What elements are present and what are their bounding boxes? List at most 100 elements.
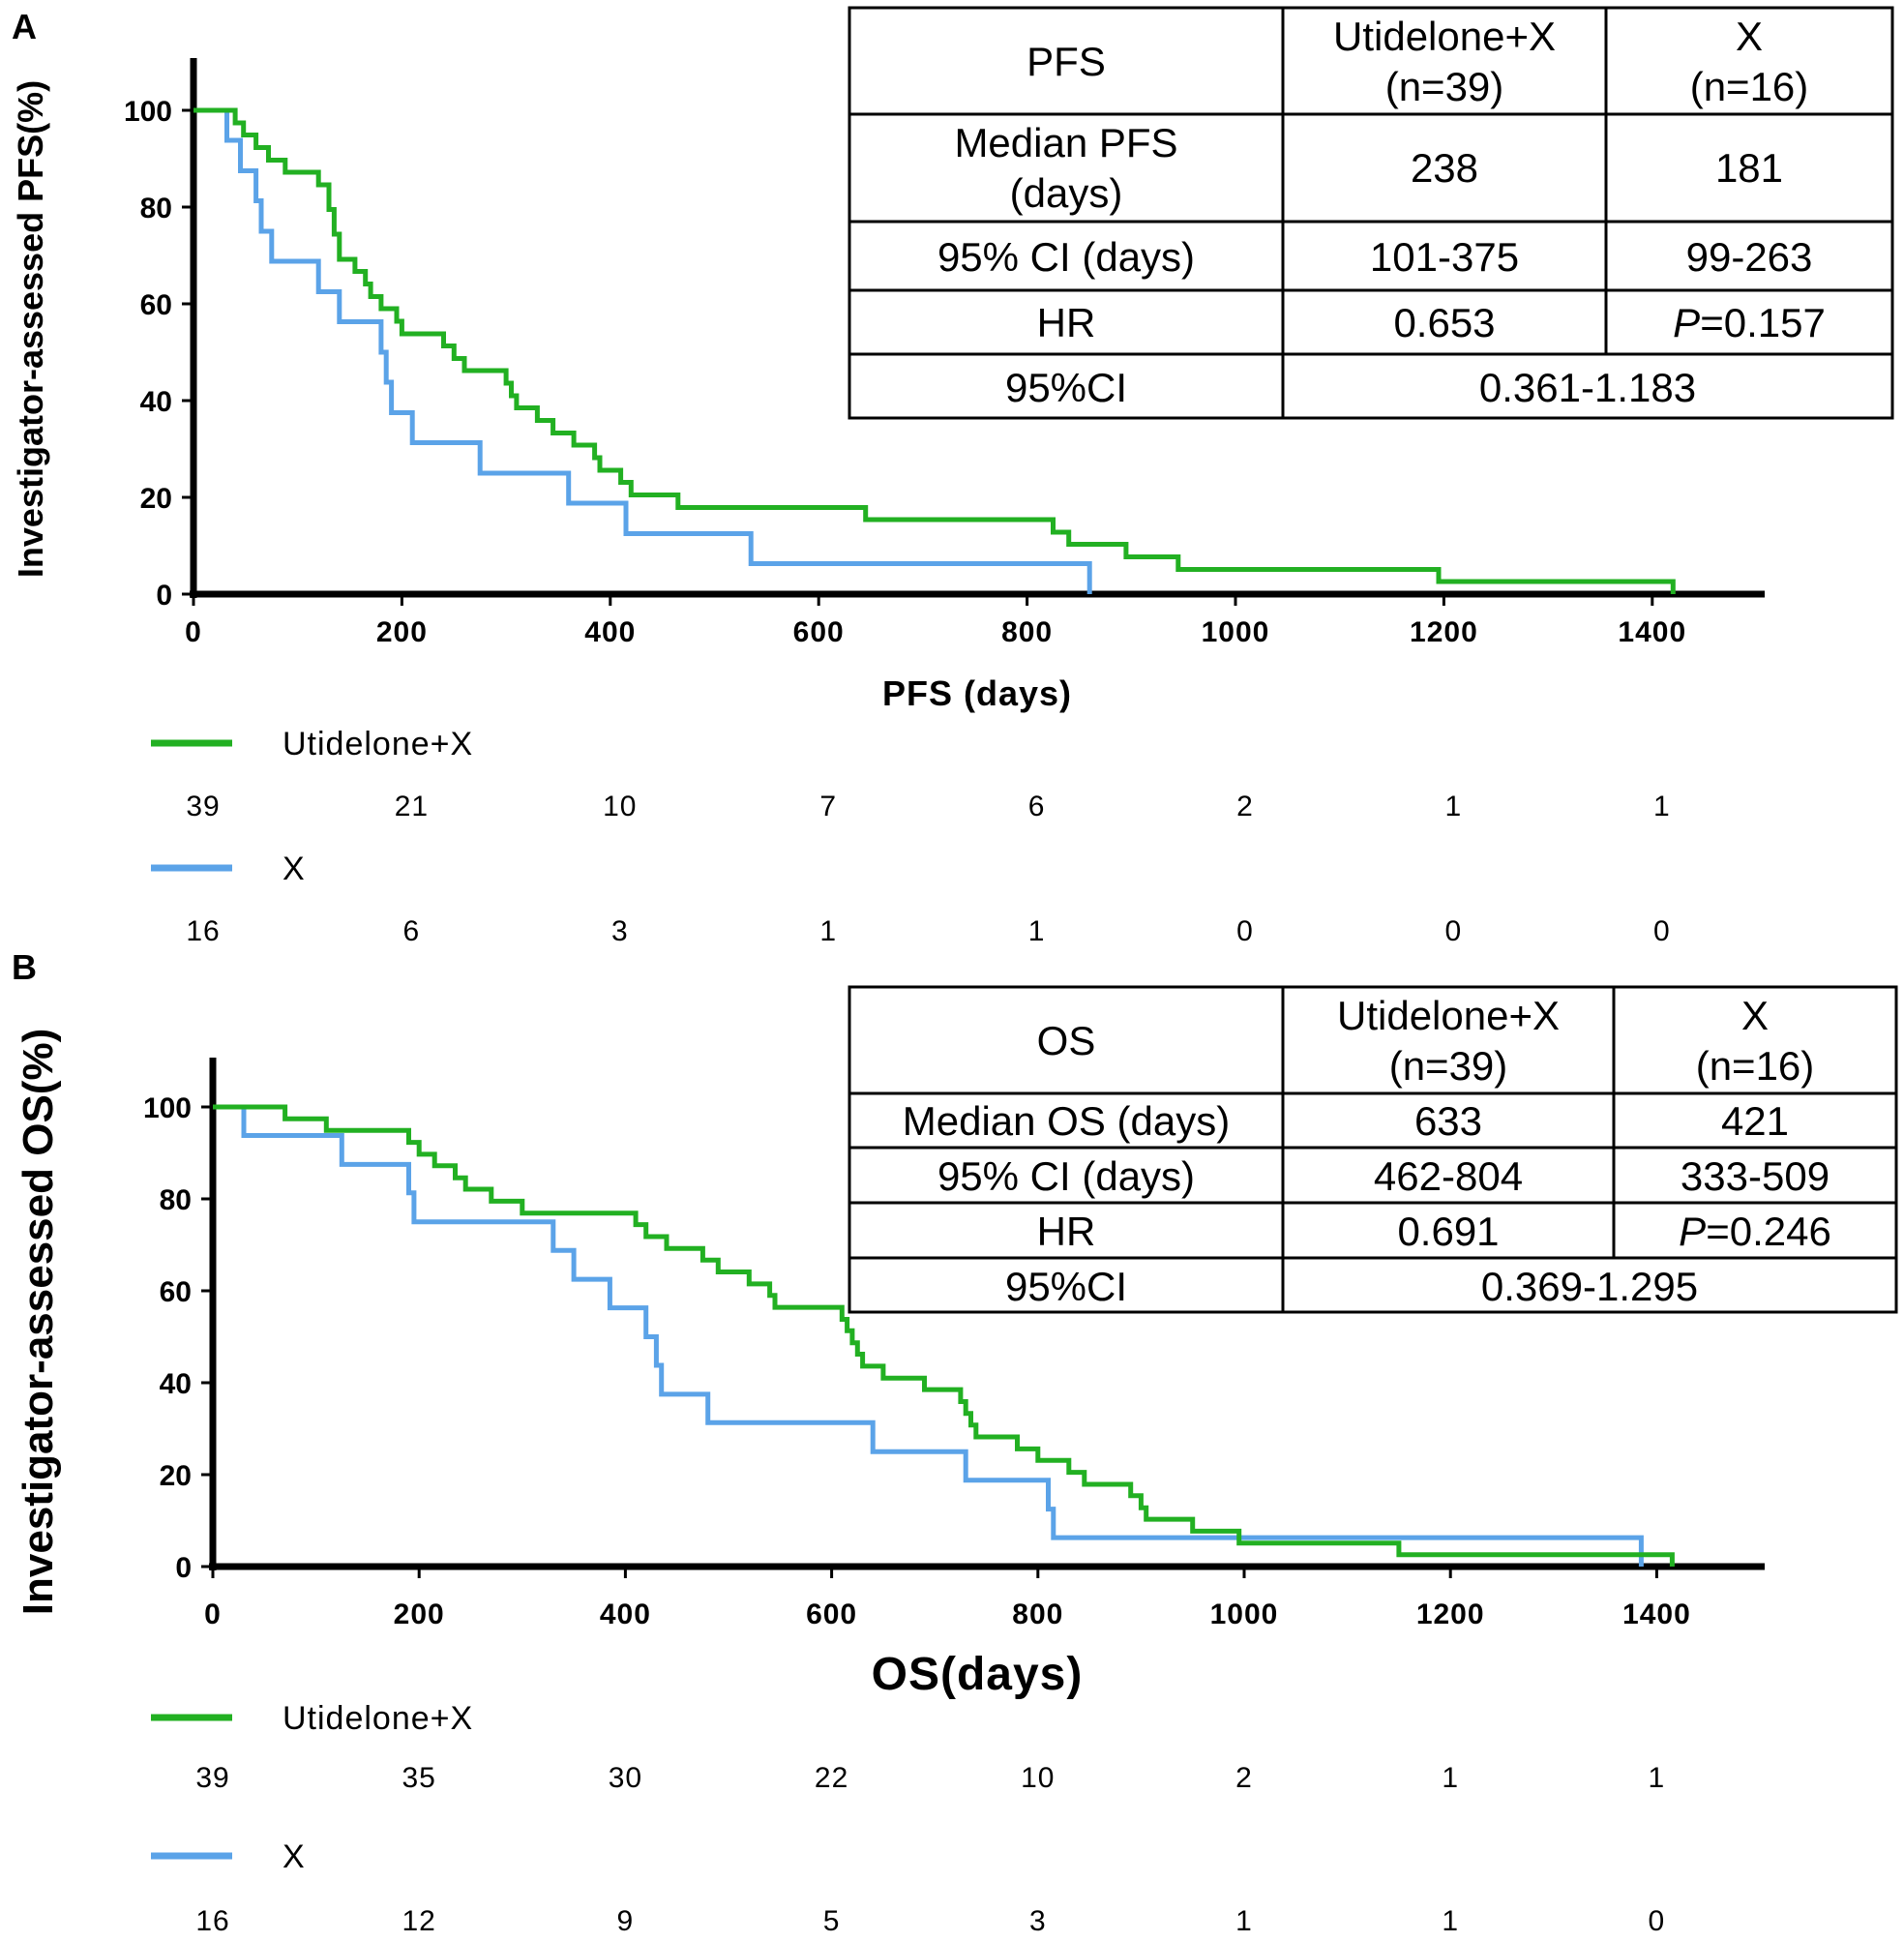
panel-a-legend-x-label: X (283, 851, 306, 887)
panel-a-x-tick-label: 1400 (1618, 616, 1686, 648)
panel-a-x-tick-label: 200 (376, 616, 428, 648)
panel-a-letter: A (12, 7, 37, 46)
panel-b-x-tick-label: 1400 (1622, 1598, 1691, 1630)
panel-a-table-p-value: P=0.157 (1673, 300, 1826, 345)
panel-b-risk-count: 1 (1649, 1762, 1666, 1794)
panel-b-km-curve-utidelone-x (213, 1104, 1675, 1567)
panel-b-x-tick-label: 1000 (1210, 1598, 1279, 1630)
panel-a-table-header-metric: PFS (1026, 39, 1106, 84)
panel-a-y-tick-label: 40 (140, 386, 172, 418)
panel-b-table-header-utidelone-n: (n=39) (1389, 1043, 1508, 1089)
panel-a-risk-count: 6 (403, 915, 421, 947)
panel-b-table-ci-x: 333-509 (1681, 1153, 1830, 1199)
panel-b-risk-count: 0 (1649, 1905, 1666, 1937)
panel-b-risk-count: 5 (823, 1905, 841, 1937)
panel-a-table-median-label: Median PFS (954, 120, 1177, 165)
panel-b-table-header-x: X (1741, 993, 1769, 1038)
panel-b-table-header-metric: OS (1037, 1018, 1096, 1063)
panel-a-risk-count: 39 (186, 791, 220, 822)
panel-a-table-header-x: X (1736, 14, 1763, 59)
panel-b-risk-count: 30 (609, 1762, 642, 1794)
panel-a-table-hr-value: 0.653 (1393, 300, 1495, 345)
panel-b-summary-table: OS Utidelone+X (n=39) X (n=16) Median OS… (848, 985, 1898, 1314)
panel-a-risk-count: 0 (1653, 915, 1671, 947)
panel-b: B Investigator-assessed OS(%) 0204060801… (12, 947, 1898, 1937)
panel-a-risk-count: 16 (186, 915, 220, 947)
panel-b-x-tick-label: 600 (806, 1598, 857, 1630)
panel-a-risk-count: 7 (819, 791, 837, 822)
panel-a-risk-count: 6 (1028, 791, 1046, 822)
panel-b-x-tick-label: 400 (600, 1598, 651, 1630)
panel-b-risk-count: 10 (1021, 1762, 1055, 1794)
panel-b-table-median-utidelone: 633 (1414, 1098, 1482, 1144)
panel-a-x-tick-label: 0 (185, 616, 202, 648)
panel-b-y-tick-label: 40 (160, 1368, 192, 1400)
panel-a-x-tick-label: 400 (584, 616, 636, 648)
panel-a-table-frame (848, 6, 1894, 420)
panel-b-risk-count: 39 (195, 1762, 229, 1794)
panel-b-y-tick-label: 80 (160, 1184, 192, 1216)
panel-b-y-axis-label: Investigator-assessed OS(%) (15, 1029, 62, 1615)
panel-a-x-tick-label: 1200 (1410, 616, 1478, 648)
panel-a: A Investigator-assessed PFS(%) 020406080… (11, 6, 1894, 947)
panel-b-risk-count: 16 (195, 1905, 229, 1937)
panel-b-risk-count: 35 (402, 1762, 436, 1794)
panel-a-risk-count: 2 (1236, 791, 1254, 822)
panel-b-risk-count: 9 (617, 1905, 635, 1937)
panel-b-y-tick-label: 0 (175, 1552, 192, 1584)
panel-b-table-hr-label: HR (1037, 1209, 1096, 1254)
panel-b-risk-row-x: 16 12 9 5 3 1 1 0 (195, 1905, 1666, 1937)
panel-b-risk-count: 2 (1235, 1762, 1253, 1794)
panel-a-y-tick-label: 20 (140, 483, 172, 515)
panel-b-table-p-symbol: P (1679, 1209, 1706, 1254)
panel-a-x-tick-label: 600 (793, 616, 845, 648)
panel-a-km-curve-utidelone-x (193, 107, 1676, 594)
panel-b-risk-count: 12 (402, 1905, 436, 1937)
panel-a-table-p-symbol: P (1673, 300, 1700, 345)
panel-a-risk-count: 1 (1445, 791, 1463, 822)
panel-b-table-median-x: 421 (1721, 1098, 1789, 1144)
panel-b-table-hrci-label: 95%CI (1005, 1264, 1127, 1309)
panel-b-y-tick-label: 100 (143, 1092, 192, 1124)
panel-a-x-tick-label: 1000 (1202, 616, 1270, 648)
panel-b-table-header-x-n: (n=16) (1696, 1043, 1815, 1089)
panel-a-risk-count: 1 (819, 915, 837, 947)
panel-b-x-axis-label: OS(days) (872, 1649, 1084, 1700)
panel-b-km-curve-x (213, 1104, 1644, 1567)
panel-b-risk-count: 3 (1029, 1905, 1047, 1937)
panel-b-risk-count: 1 (1442, 1762, 1459, 1794)
panel-a-legend-utidelone-label: Utidelone+X (283, 726, 473, 762)
panel-b-x-tick-label: 800 (1012, 1598, 1063, 1630)
panel-b-table-p-number: =0.246 (1706, 1209, 1831, 1254)
panel-a-summary-table: PFS Utidelone+X (n=39) X (n=16) Median P… (848, 6, 1894, 420)
panel-b-risk-count: 1 (1235, 1905, 1253, 1937)
panel-a-x-axis-label: PFS (days) (882, 673, 1072, 713)
panel-a-table-header-x-n: (n=16) (1690, 64, 1809, 109)
panel-b-risk-row-utidelone: 39 35 30 22 10 2 1 1 (195, 1762, 1666, 1794)
panel-b-table-p-value: P=0.246 (1679, 1209, 1831, 1254)
panel-a-risk-count: 1 (1653, 791, 1671, 822)
panel-b-x-tick-label: 200 (394, 1598, 445, 1630)
panel-a-risk-row-utidelone: 39 21 10 7 6 2 1 1 (186, 791, 1671, 822)
panel-a-table-hrci-label: 95%CI (1005, 365, 1127, 410)
panel-b-risk-count: 22 (815, 1762, 848, 1794)
panel-b-table-ci-label: 95% CI (days) (937, 1153, 1195, 1199)
panel-a-table-header-utidelone: Utidelone+X (1333, 14, 1556, 59)
panel-b-table-hrci-value: 0.369-1.295 (1481, 1264, 1698, 1309)
panel-a-risk-count: 10 (603, 791, 637, 822)
panel-a-x-tick-label: 800 (1001, 616, 1053, 648)
panel-a-risk-count: 3 (611, 915, 629, 947)
panel-a-risk-count: 1 (1028, 915, 1046, 947)
panel-b-legend-x-label: X (283, 1838, 306, 1875)
panel-a-table-median-utidelone: 238 (1411, 145, 1478, 191)
panel-b-y-tick-label: 60 (160, 1276, 192, 1308)
panel-b-table-ci-utidelone: 462-804 (1374, 1153, 1523, 1199)
panel-b-risk-count: 1 (1442, 1905, 1459, 1937)
panel-b-table-header-utidelone: Utidelone+X (1337, 993, 1560, 1038)
panel-a-table-median-x: 181 (1715, 145, 1783, 191)
panel-a-risk-count: 0 (1445, 915, 1463, 947)
panel-a-y-tick-label: 80 (140, 193, 172, 224)
